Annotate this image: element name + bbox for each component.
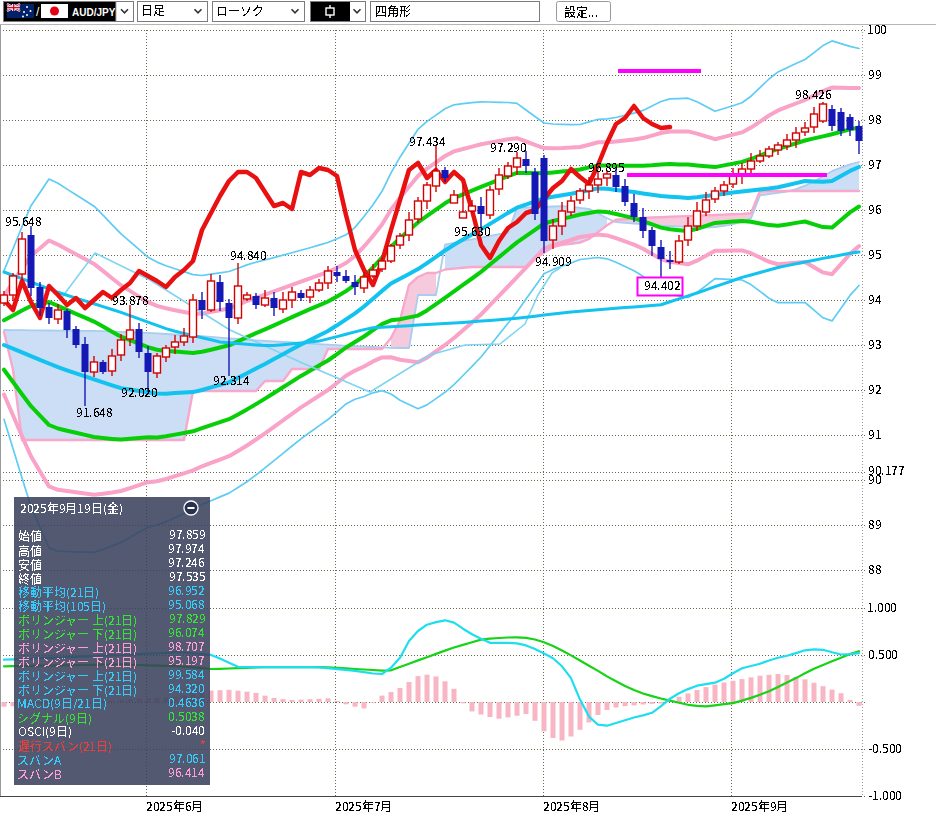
svg-text:AUD/JPY: AUD/JPY (72, 7, 116, 18)
